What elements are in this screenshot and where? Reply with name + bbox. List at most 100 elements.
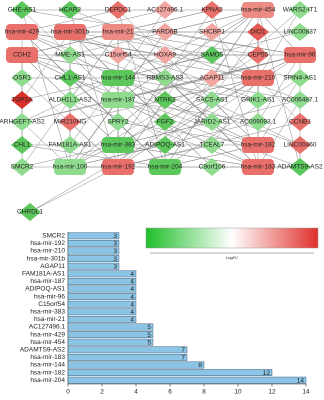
gene-node (107, 46, 129, 64)
value-label: 3 (113, 256, 117, 263)
node-label: MME-AS1 (55, 52, 85, 59)
node-label: hsa-mir-187 (101, 97, 136, 104)
gene-node (11, 69, 33, 87)
node-label: JARID2-AS1 (194, 119, 231, 126)
network-nodes: GHE-AS1 HCAR2 DEPDC1 AC127496.1 KPNA2 hsa-mir… (0, 1, 323, 221)
value-label: 4 (130, 301, 134, 308)
bar (67, 262, 120, 270)
gene-node (59, 1, 81, 19)
mirna-node (54, 24, 86, 40)
node-label: hsa-mir-144 (101, 75, 136, 82)
mirna-node (284, 47, 316, 63)
gene-node (289, 136, 311, 154)
bar (67, 240, 120, 247)
edge (21, 31, 213, 101)
node-label: DEPDC1 (105, 7, 132, 14)
edge (69, 99, 259, 168)
mirna-node (242, 2, 274, 18)
value-label: 7 (181, 355, 185, 362)
gene-node (154, 113, 176, 131)
node-label: hsa-mir-183 (241, 164, 276, 171)
value-label: 12 (263, 370, 271, 377)
bar (67, 361, 205, 369)
node-label: ARHGEF7-AS2 (0, 119, 45, 126)
value-label: 3 (113, 263, 117, 270)
gene-node (11, 136, 33, 154)
gene-node (11, 1, 33, 19)
y-tick-label: hsa-mir-429 (30, 331, 65, 338)
gene-node (154, 91, 176, 109)
node-label: SPRY2 (107, 119, 129, 126)
value-label: 4 (130, 294, 134, 301)
bar (67, 354, 188, 361)
gene-node (201, 23, 223, 41)
edge (117, 77, 301, 146)
edge (21, 54, 301, 123)
gene-node (154, 69, 176, 87)
gene-node (59, 69, 81, 87)
node-label: CCNB1 (289, 119, 311, 126)
gene-node (154, 1, 176, 19)
gene-node (11, 91, 33, 109)
bar (67, 346, 188, 354)
node-label: AC009093.1 (240, 119, 277, 126)
gene-node (154, 46, 176, 64)
x-tick-label: 10 (234, 389, 242, 396)
node-label: GHE-AS1 (8, 7, 37, 14)
node-label: FGF2 (157, 119, 174, 126)
gene-node (19, 203, 41, 221)
value-label: 4 (130, 279, 134, 286)
mirna-node (242, 159, 274, 175)
node-label: SHCBP1 (199, 29, 225, 36)
y-tick-label: ADIPOQ-AS1 (25, 286, 65, 293)
gene-node (201, 136, 223, 154)
edge (117, 9, 166, 79)
x-tick-label: 12 (268, 389, 276, 396)
edge (117, 31, 301, 101)
node-label: SMCR2 (11, 164, 34, 171)
value-label: 5 (147, 332, 151, 339)
gene-node (59, 91, 81, 109)
edge (257, 9, 301, 79)
gene-node (201, 113, 223, 131)
x-tick-label: 8 (202, 389, 206, 396)
bar (67, 232, 120, 240)
node-label: KPNA2 (201, 7, 223, 14)
edge (257, 77, 301, 146)
edge (117, 9, 301, 168)
edge (164, 54, 301, 146)
gene-node (11, 113, 33, 131)
node-label: CHRDL1 (17, 209, 43, 216)
edge (257, 54, 301, 123)
x-tick-label: 0 (66, 389, 70, 396)
gene-node (154, 23, 176, 41)
gene-node (289, 113, 311, 131)
gene-node (201, 46, 223, 64)
edge (69, 9, 259, 79)
node-label: hsa-mir-182 (241, 142, 276, 149)
legend-title: LogFC (226, 255, 238, 260)
edge (117, 77, 259, 168)
color-legend-bar (145, 227, 319, 249)
y-tick-label: hsa-mir-144 (30, 362, 65, 369)
gene-node (289, 23, 311, 41)
bar (67, 300, 137, 308)
y-tick-label: hsa-mir-182 (30, 369, 65, 376)
edge (21, 31, 71, 101)
edge (164, 99, 213, 168)
bar (67, 293, 137, 300)
x-tick-label: 6 (168, 389, 172, 396)
node-label: DIO1 (250, 29, 266, 36)
node-label: TCEAL7 (200, 142, 225, 149)
y-tick-label: FAM181A-AS1 (22, 271, 65, 278)
node-label: hsa-mir-210 (241, 75, 276, 82)
y-tick-label: SMCR2 (42, 233, 65, 240)
bar (67, 331, 154, 338)
value-label: 14 (297, 377, 305, 384)
value-label: 7 (181, 347, 185, 354)
edge (117, 77, 259, 101)
value-label: 3 (113, 248, 117, 255)
edge (117, 99, 166, 168)
